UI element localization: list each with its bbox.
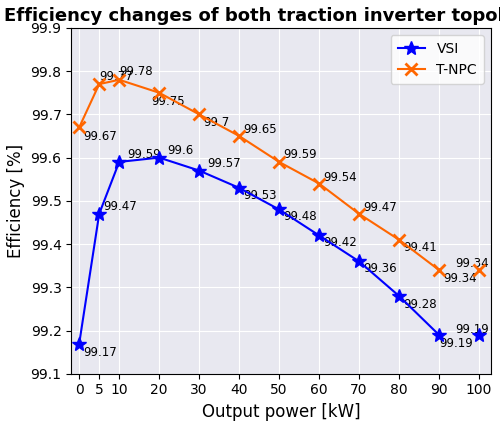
VSI: [196, 168, 202, 173]
VSI: [436, 332, 442, 337]
VSI: [236, 185, 242, 190]
T-NPC: [396, 237, 402, 242]
VSI: [116, 159, 122, 164]
VSI: [276, 207, 282, 212]
T-NPC: [96, 81, 102, 86]
Text: 99.19: 99.19: [455, 323, 488, 336]
T-NPC: [196, 112, 202, 117]
Text: 99.47: 99.47: [363, 201, 397, 214]
Line: T-NPC: T-NPC: [74, 74, 444, 276]
Text: 99.42: 99.42: [323, 236, 357, 249]
T-NPC: [76, 125, 82, 130]
T-NPC: [276, 159, 282, 164]
Legend: VSI, T-NPC: VSI, T-NPC: [390, 35, 484, 83]
Y-axis label: Efficiency [%]: Efficiency [%]: [7, 144, 25, 258]
VSI: [356, 259, 362, 264]
Text: 99.53: 99.53: [243, 189, 276, 202]
T-NPC: [116, 77, 122, 82]
Text: 99.67: 99.67: [83, 130, 117, 143]
Text: 99.34: 99.34: [443, 272, 476, 285]
Text: 99.48: 99.48: [283, 210, 316, 223]
Text: 99.36: 99.36: [363, 262, 396, 275]
T-NPC: [316, 181, 322, 186]
T-NPC: [356, 211, 362, 217]
Text: 99.57: 99.57: [207, 157, 241, 170]
Text: 99.41: 99.41: [403, 241, 436, 254]
Line: VSI: VSI: [72, 151, 446, 351]
Text: 99.54: 99.54: [323, 170, 356, 184]
Text: 99.59: 99.59: [283, 149, 316, 161]
VSI: [316, 233, 322, 238]
VSI: [96, 211, 102, 217]
Text: 99.47: 99.47: [103, 200, 137, 213]
Text: 99.34: 99.34: [455, 257, 488, 270]
T-NPC: [236, 134, 242, 139]
Text: 99.28: 99.28: [403, 297, 436, 311]
Text: 99.19: 99.19: [439, 337, 472, 350]
Text: 99.17: 99.17: [83, 347, 117, 360]
Text: 99.7: 99.7: [203, 116, 230, 129]
Text: 99.6: 99.6: [167, 144, 194, 157]
Text: 99.59: 99.59: [127, 149, 161, 161]
T-NPC: [436, 268, 442, 273]
Text: 99.65: 99.65: [243, 122, 276, 136]
VSI: [396, 293, 402, 298]
Text: 99.77: 99.77: [99, 70, 133, 83]
VSI: [156, 155, 162, 160]
VSI: [76, 341, 82, 346]
Text: 99.75: 99.75: [151, 95, 185, 108]
Title: Efficiency changes of both traction inverter topologies: Efficiency changes of both traction inve…: [4, 7, 500, 25]
X-axis label: Output power [kW]: Output power [kW]: [202, 403, 360, 421]
T-NPC: [156, 90, 162, 95]
Text: 99.78: 99.78: [119, 65, 153, 78]
